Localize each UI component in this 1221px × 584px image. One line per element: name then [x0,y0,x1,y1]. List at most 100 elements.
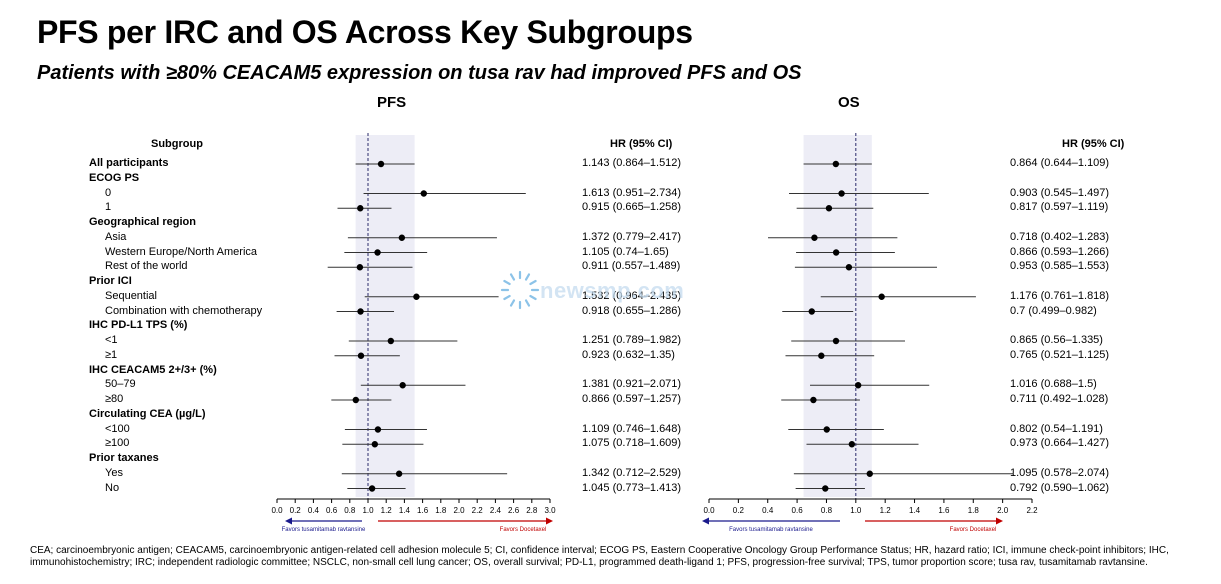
os-hr-point [845,264,853,271]
os-hr-value: 1.016 (0.688–1.5) [1010,378,1097,391]
pfs-hr-value: 1.143 (0.864–1.512) [582,157,682,169]
subgroup-label: Western Europe/North America [105,245,258,258]
pfs-hr-value: 1.613 (0.951–2.734) [582,186,682,199]
pfs-hr-point [413,293,420,300]
subgroup-label: Asia [105,230,127,243]
os-hr-point [866,470,873,477]
pfs-hr-point [377,160,385,168]
pfs-tick-label: 1.4 [399,506,411,515]
pfs-hr-value: 1.532 (0.964–2.435) [582,289,682,302]
page-subtitle: Patients with ≥80% CEACAM5 expression on… [37,62,802,84]
watermark-logo-icon [500,270,540,310]
pfs-hr-point [357,205,364,212]
pfs-hr-value: 1.109 (0.746–1.648) [582,422,682,435]
os-hr-point [810,396,817,404]
os-hr-value: 0.864 (0.644–1.109) [1010,157,1110,169]
pfs-tick-label: 0.2 [290,506,302,515]
pfs-hr-value: 0.915 (0.665–1.258) [582,201,682,214]
os-tick-label: 1.2 [880,506,892,515]
os-hr-point [818,352,825,359]
pfs-hr-point [352,396,360,404]
pfs-tick-label: 1.0 [362,506,374,515]
subgroup-label: ≥100 [105,437,130,450]
os-hr-point [823,426,830,433]
os-hr-point [854,382,862,389]
os-hr-value: 1.176 (0.761–1.818) [1010,289,1110,302]
pfs-hr-point [387,337,395,345]
pfs-panel-title: PFS [377,94,407,111]
pfs-hr-point [395,470,403,477]
subgroup-label: 1 [105,201,112,214]
pfs-tick-label: 2.4 [490,506,502,515]
subgroup-label: 50–79 [105,378,136,391]
os-hr-value: 0.903 (0.545–1.497) [1010,186,1110,199]
pfs-hr-value: 1.342 (0.712–2.529) [582,466,682,479]
pfs-hr-value: 0.866 (0.597–1.257) [582,393,682,405]
os-tick-label: 2.0 [997,506,1009,515]
os-tick-label: 0.6 [792,506,804,515]
os-hr-value: 0.817 (0.597–1.119) [1010,201,1109,214]
pfs-hr-point [371,441,379,448]
os-hr-value: 0.953 (0.585–1.553) [1010,260,1110,273]
footnote: CEA; carcinoembryonic antigen; CEACAM5, … [30,545,1169,568]
pfs-hr-point [357,352,365,359]
os-hr-value: 0.865 (0.56–1.335) [1010,334,1103,346]
subgroup-label: ≥1 [105,348,118,361]
pfs-hr-value: 1.251 (0.789–1.982) [582,334,682,346]
os-hr-value: 0.973 (0.664–1.427) [1010,437,1110,450]
os-tick-label: 1.8 [968,506,980,515]
pfs-hr-value: 1.045 (0.773–1.413) [582,481,682,494]
os-hr-point [832,337,840,345]
os-hr-point [832,249,840,256]
os-favors-right-arrowhead [996,517,1003,525]
pfs-hr-value: 1.075 (0.718–1.609) [582,437,682,450]
pfs-overall-ci-band [355,135,415,497]
pfs-tick-label: 0.6 [326,506,338,515]
pfs-tick-label: 1.6 [417,506,429,515]
pfs-tick-label: 2.8 [526,506,538,515]
os-tick-label: 1.4 [909,506,921,515]
subgroup-label: Circulating CEA (µg/L) [89,407,206,420]
os-hr-value: 0.866 (0.593–1.266) [1010,245,1110,258]
pfs-tick-label: 2.6 [508,506,520,515]
forest-plots: 0.0 0.2 0.4 0.6 0.8 1.0 1.2 1.4 1.6 1.8 2.0 2.2 2.4 2… [271,133,1038,533]
os-tick-label: 0.8 [821,506,833,515]
os-hr-point [811,234,818,241]
os-overall-ci-band [803,135,872,497]
subgroup-label: Rest of the world [105,260,188,273]
os-hr-point [838,190,845,197]
pfs-tick-label: 1.8 [435,506,447,515]
os-tick-label: 0.0 [703,506,715,515]
subgroup-label: All participants [89,157,169,169]
pfs-tick-label: 0.8 [344,506,356,515]
os-hr-value: 0.792 (0.590–1.062) [1010,481,1110,494]
pfs-hr-point [356,264,364,271]
pfs-hr-point [374,249,381,256]
os-hr-point [848,441,856,448]
pfs-hr-value: 1.372 (0.779–2.417) [582,230,682,243]
pfs-favors-left-arrowhead [285,517,292,525]
os-hr-value: 0.711 (0.492–1.028) [1010,393,1109,405]
os-tick-label: 2.2 [1026,506,1038,515]
subgroup-label: IHC PD-L1 TPS (%) [89,319,188,332]
subgroup-label: <100 [105,422,130,435]
os-hr-point [878,293,885,300]
subgroup-label: Sequential [105,289,157,302]
os-favors-left-arrowhead [702,517,709,525]
pfs-tick-label: 1.2 [381,506,393,515]
pfs-hr-point [398,234,406,241]
subgroup-label: Geographical region [89,216,196,228]
os-hr-value: 0.802 (0.54–1.191) [1010,422,1103,435]
pfs-hr-value: 1.105 (0.74–1.65) [582,245,669,258]
subgroup-label: <1 [105,334,118,346]
page-title: PFS per IRC and OS Across Key Subgroups [37,14,693,50]
os-tick-label: 1.0 [850,506,862,515]
pfs-tick-label: 0.0 [271,506,283,515]
subgroup-label: 0 [105,186,112,199]
subgroup-label: Yes [105,466,123,479]
pfs-tick-label: 2.2 [472,506,484,515]
pfs-hr-point [374,426,382,433]
pfs-favors-right-label: Favors Docetaxel [500,527,547,533]
pfs-hr-point [357,308,364,315]
subgroup-label: No [105,481,120,494]
